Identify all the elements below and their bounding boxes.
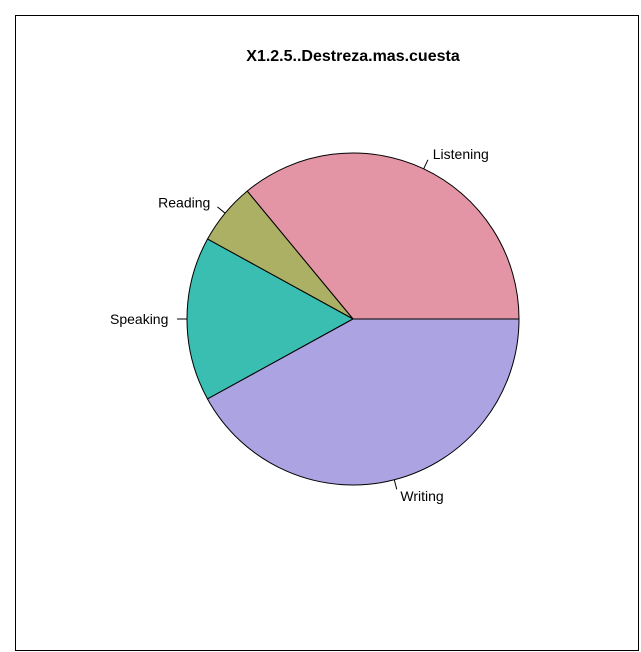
pie-label-speaking: Speaking (110, 311, 168, 327)
pie-slices (186, 152, 520, 486)
pie-labels: Listening Reading Speaking Writing (110, 146, 489, 504)
pie-slice-listening (246, 152, 520, 320)
pie-slice-writing (206, 318, 520, 486)
pie-label-listening: Listening (433, 146, 489, 162)
label-tick-listening (423, 159, 429, 170)
chart-title: X1.2.5..Destreza.mas.cuesta (246, 48, 460, 65)
pie-label-writing: Writing (400, 488, 443, 504)
label-tick-reading (217, 206, 226, 214)
label-tick-writing (393, 479, 398, 490)
pie-label-reading: Reading (158, 195, 210, 211)
